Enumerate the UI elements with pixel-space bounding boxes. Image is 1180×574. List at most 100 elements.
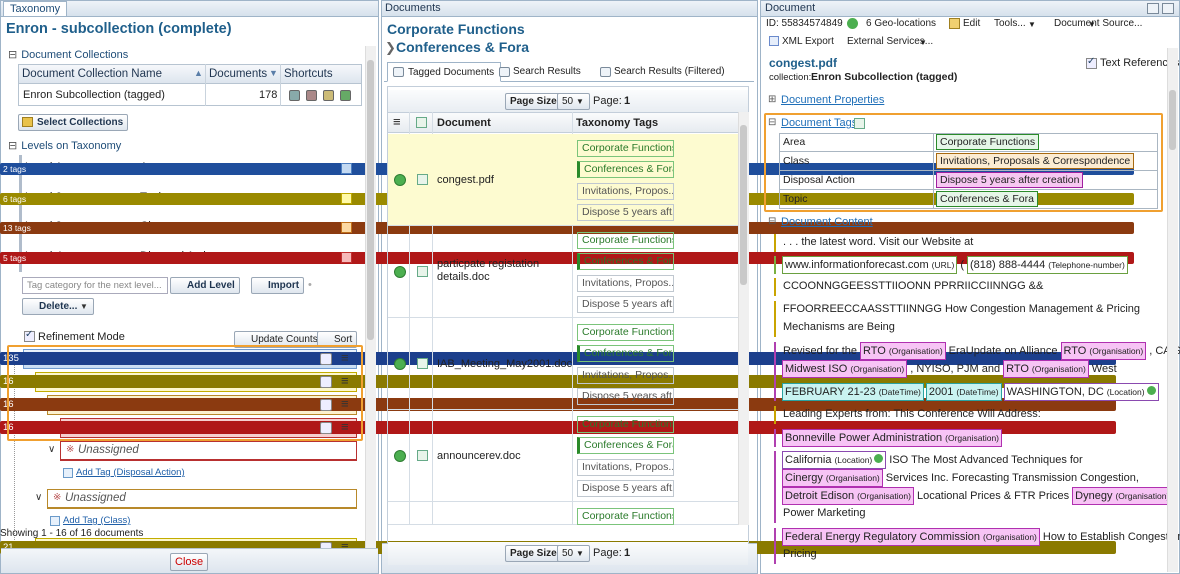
taxonomy-tag[interactable]: Dispose 5 years aft... (577, 203, 674, 221)
column-header[interactable]: Taxonomy Tags (576, 117, 659, 129)
scroll-thumb[interactable] (1169, 90, 1176, 150)
tree-node[interactable] (47, 489, 357, 509)
level-color[interactable] (341, 251, 352, 263)
button[interactable]: Sort (317, 331, 358, 348)
level-color[interactable] (341, 192, 352, 204)
menu-icon[interactable]: ≡ (341, 350, 349, 365)
scrollbar[interactable] (1167, 48, 1178, 572)
column-header[interactable]: Documents (209, 68, 268, 80)
entity[interactable]: California (Location) (782, 451, 887, 469)
tab[interactable]: Search Results (513, 66, 581, 77)
entity[interactable]: WASHINGTON, DC (Location) (1003, 383, 1159, 401)
window-button[interactable] (1147, 3, 1159, 14)
button[interactable]: Page Size (505, 93, 562, 110)
taxonomy-tag[interactable]: Invitations, Propos... (577, 458, 674, 476)
checkbox-label[interactable]: Refinement Mode (38, 331, 125, 343)
taxonomy-tag[interactable]: Dispose 5 years aft... (577, 479, 674, 497)
toolbar-item[interactable]: Edit (963, 18, 981, 29)
tag-value[interactable]: Conferences & Fora (936, 191, 1038, 207)
table-row[interactable] (388, 318, 738, 410)
taxonomy-tag[interactable]: Conferences & Fora (577, 253, 674, 271)
entity[interactable]: Bonneville Power Administration (Organisa… (782, 429, 1002, 447)
taxonomy-tag[interactable]: Conferences & Fora (577, 437, 674, 455)
menu-icon[interactable]: ≡ (341, 396, 349, 411)
select[interactable]: 50 (557, 545, 591, 562)
window-button[interactable] (1162, 3, 1174, 14)
entity[interactable]: Detroit Edison (Organisation) (782, 487, 914, 505)
button[interactable]: Close (170, 553, 209, 571)
entity[interactable]: Dynegy (Organisation) (1072, 487, 1173, 505)
table-row[interactable] (388, 502, 738, 525)
taxonomy-tag[interactable]: Dispose 5 years aft... (577, 295, 674, 313)
toolbar-item[interactable]: Document Source... (1054, 18, 1143, 29)
entity[interactable]: FEBRUARY 21-23 (DateTime) (782, 383, 924, 401)
entity[interactable]: www.informationforecast.com (URL) (782, 256, 958, 274)
taxonomy-tag[interactable]: Corporate Functions (577, 232, 674, 249)
tab[interactable]: Taxonomy (3, 1, 68, 16)
add-tag-link[interactable]: Add Tag (Disposal Action) (76, 467, 185, 478)
tab[interactable]: Tagged Documents (387, 62, 502, 82)
scrollbar[interactable] (738, 112, 749, 525)
tree-label[interactable]: Unassigned (65, 492, 126, 504)
section-link[interactable]: Document Properties (781, 94, 885, 106)
taxonomy-tag[interactable]: Corporate Functions (577, 508, 674, 525)
tree-node[interactable] (60, 441, 357, 461)
open-icon[interactable] (417, 358, 428, 369)
filter-icon[interactable] (320, 399, 332, 411)
document-name[interactable]: IAB_Meeting_May2001.doc (437, 358, 573, 370)
filter-icon[interactable] (320, 422, 332, 434)
button[interactable]: Page Size (505, 545, 562, 562)
filter-icon[interactable] (320, 376, 332, 388)
geo-icon[interactable] (874, 454, 884, 463)
menu-icon[interactable]: ≡ (341, 539, 349, 554)
section-link[interactable]: Document Content (781, 216, 873, 228)
shortcut-icon[interactable] (289, 90, 300, 101)
cell[interactable]: Enron Subcollection (tagged) (23, 89, 165, 101)
toolbar-item[interactable]: 6 Geo-locations (866, 18, 937, 29)
level-color[interactable] (341, 163, 352, 174)
breadcrumb[interactable]: Conferences & Fora (396, 39, 530, 55)
scroll-thumb[interactable] (740, 125, 747, 285)
menu-icon[interactable]: ≡ (341, 373, 349, 388)
geo-icon[interactable] (1146, 386, 1156, 395)
section-heading[interactable]: Levels on Taxonomy (8, 139, 121, 152)
tree-label[interactable]: Unassigned (78, 444, 139, 456)
column-header[interactable]: Shortcuts (284, 68, 333, 80)
checkbox-label[interactable]: Text References (1100, 57, 1180, 69)
button[interactable]: Select Collections (18, 114, 129, 131)
entity[interactable]: Federal Energy Regulatory Commission (Org… (782, 528, 1040, 546)
section-link[interactable]: Document Tags (781, 117, 858, 129)
table-row[interactable] (388, 134, 738, 226)
button[interactable]: Import (251, 277, 305, 294)
toolbar-item[interactable]: Tools... (994, 18, 1026, 29)
taxonomy-tag[interactable]: Invitations, Propos... (577, 182, 674, 200)
breadcrumb[interactable]: Corporate Functions (387, 21, 525, 37)
toolbar-item[interactable]: External Services... (847, 36, 934, 47)
column-header[interactable]: Document Collection Name (22, 68, 162, 80)
taxonomy-tag[interactable]: Dispose 5 years aft... (577, 387, 674, 405)
scroll-thumb[interactable] (367, 60, 374, 340)
taxonomy-tag[interactable]: Conferences & Fora (577, 345, 674, 363)
entity[interactable]: 2001 (DateTime) (925, 383, 1002, 401)
input[interactable] (22, 277, 168, 294)
tag-value[interactable]: Invitations, Proposals & Correspondence (936, 153, 1135, 169)
export-icon[interactable] (416, 117, 427, 128)
checkbox[interactable] (24, 331, 35, 342)
entity[interactable]: RTO (Organisation) (859, 342, 946, 360)
document-name[interactable]: particpate registation details.doc (437, 258, 540, 283)
shortcut-icon[interactable] (306, 90, 317, 101)
document-name[interactable]: announcerev.doc (437, 450, 521, 462)
entity[interactable]: RTO (Organisation) (1003, 360, 1089, 378)
table-row[interactable] (388, 226, 738, 318)
entity[interactable]: Cinergy (Organisation) (782, 469, 883, 487)
filter-icon[interactable] (320, 353, 332, 365)
toolbar-item[interactable]: XML Export (782, 36, 834, 47)
taxonomy-tag[interactable]: Invitations, Propos... (577, 274, 674, 292)
open-icon[interactable] (417, 450, 428, 461)
edit-tags-icon[interactable] (854, 118, 865, 129)
taxonomy-tag[interactable]: Corporate Functions (577, 324, 674, 341)
select[interactable]: 50 (557, 93, 591, 110)
add-tag-link[interactable]: Add Tag (Class) (63, 515, 131, 526)
column-header[interactable]: Document (437, 117, 491, 129)
open-icon[interactable] (417, 266, 428, 277)
